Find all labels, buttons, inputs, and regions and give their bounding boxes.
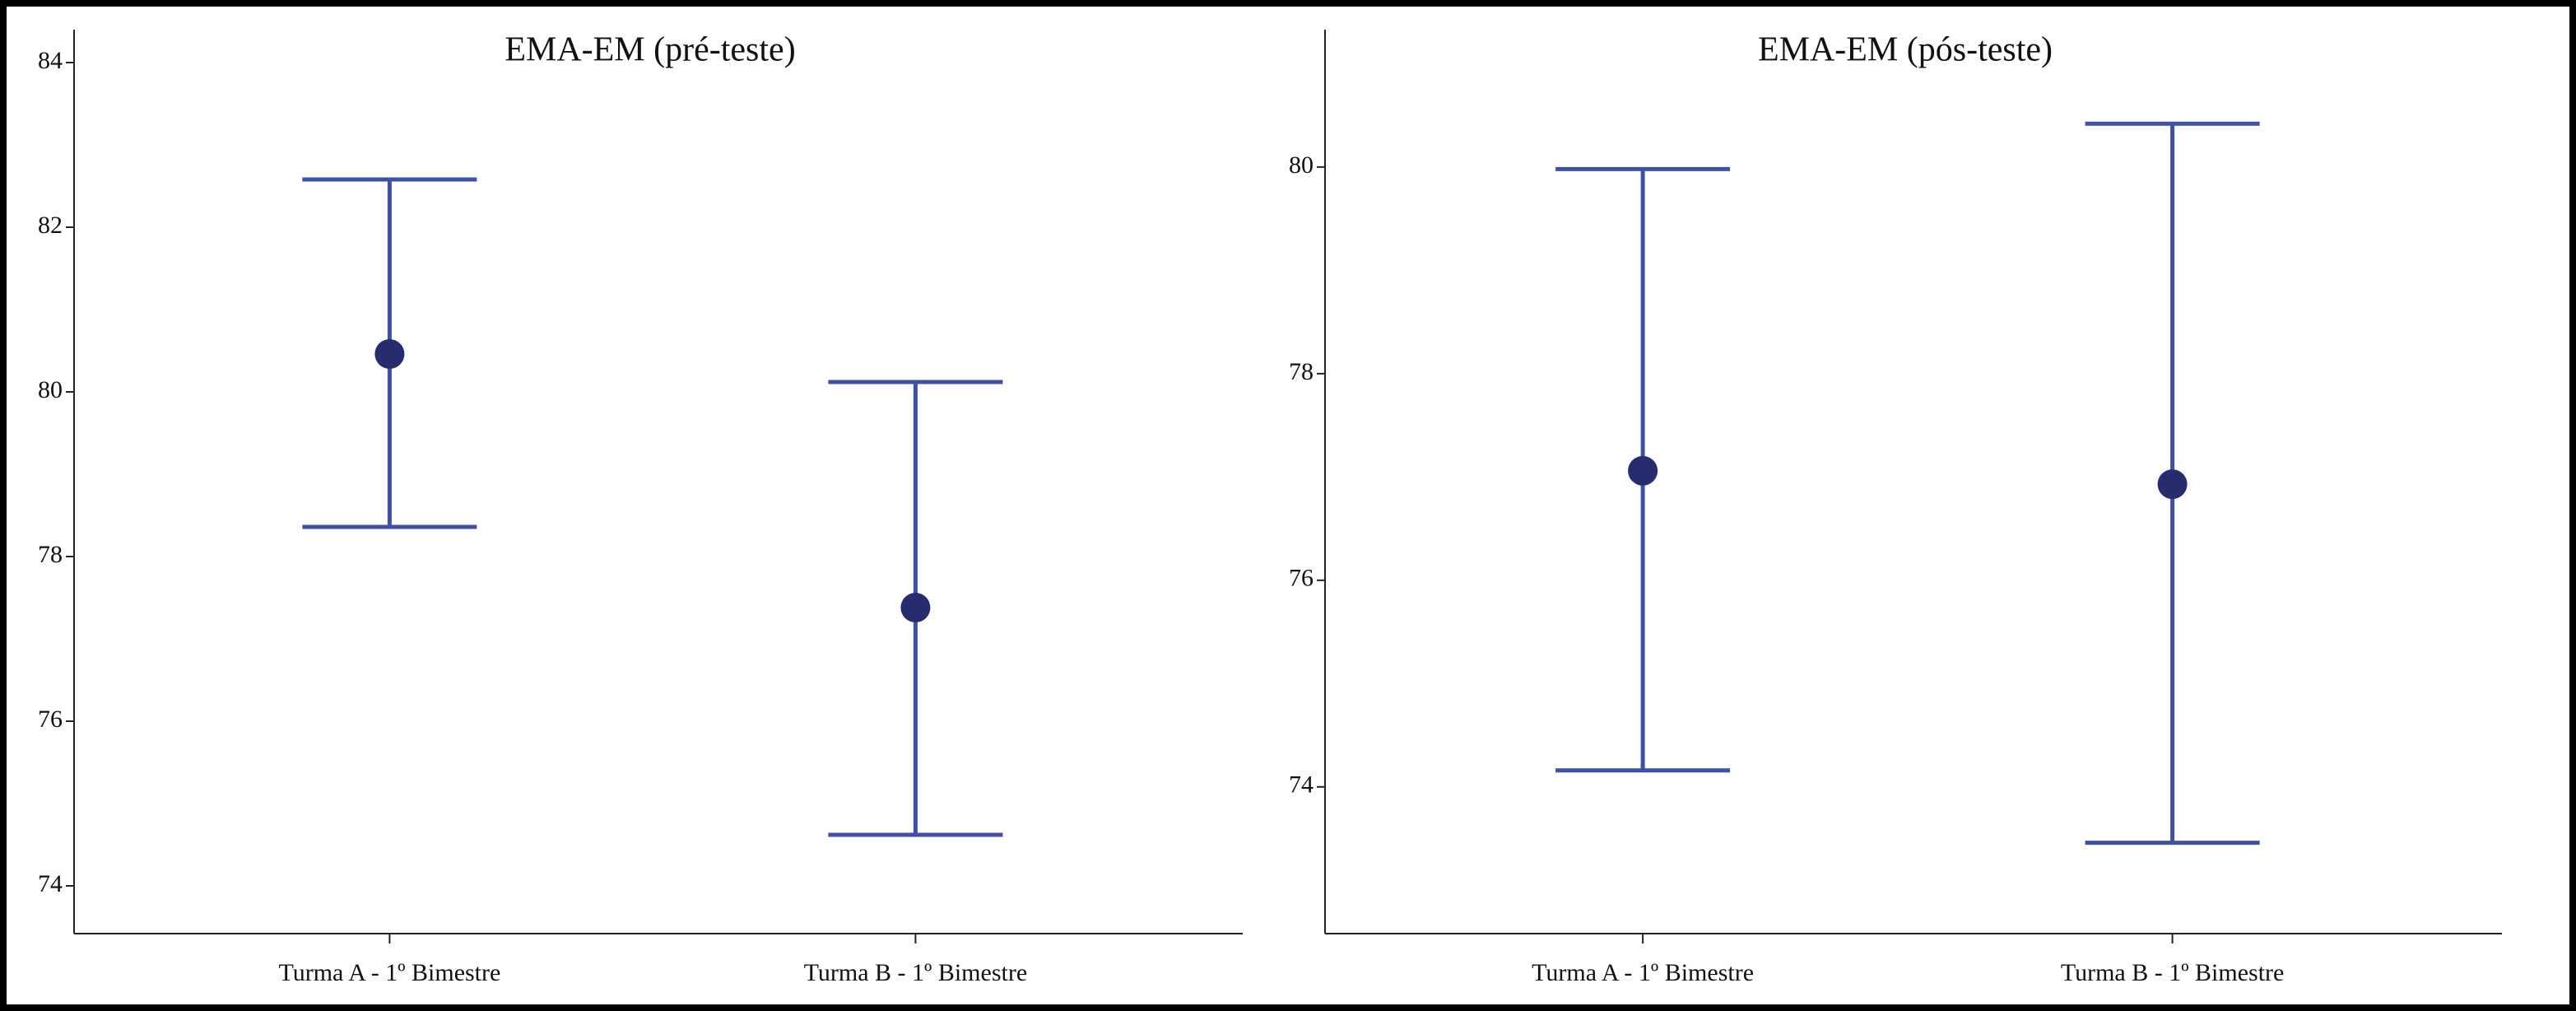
y-tick-label: 82 xyxy=(38,212,63,239)
y-tick-label: 78 xyxy=(1289,358,1314,385)
y-tick-label: 84 xyxy=(38,47,63,74)
background xyxy=(7,7,2569,1004)
mean-point xyxy=(374,339,405,369)
x-tick-label: Turma A - 1º Bimestre xyxy=(1532,959,1754,986)
y-tick-label: 74 xyxy=(38,870,63,897)
y-tick-label: 80 xyxy=(1289,151,1314,179)
mean-point xyxy=(900,593,931,622)
y-tick-label: 74 xyxy=(1289,771,1314,799)
y-tick-label: 76 xyxy=(38,706,63,733)
y-tick-label: 76 xyxy=(1289,565,1314,592)
x-tick-label: Turma A - 1º Bimestre xyxy=(278,959,500,986)
x-tick-label: Turma B - 1º Bimestre xyxy=(804,959,1028,986)
y-tick-label: 78 xyxy=(38,541,63,568)
chart-title: EMA-EM (pós-teste) xyxy=(1758,31,2053,69)
chart-title: EMA-EM (pré-teste) xyxy=(505,31,795,69)
mean-point xyxy=(1628,455,1658,486)
y-tick-label: 80 xyxy=(38,376,63,403)
mean-point xyxy=(2157,469,2188,500)
x-tick-label: Turma B - 1º Bimestre xyxy=(2061,959,2285,986)
